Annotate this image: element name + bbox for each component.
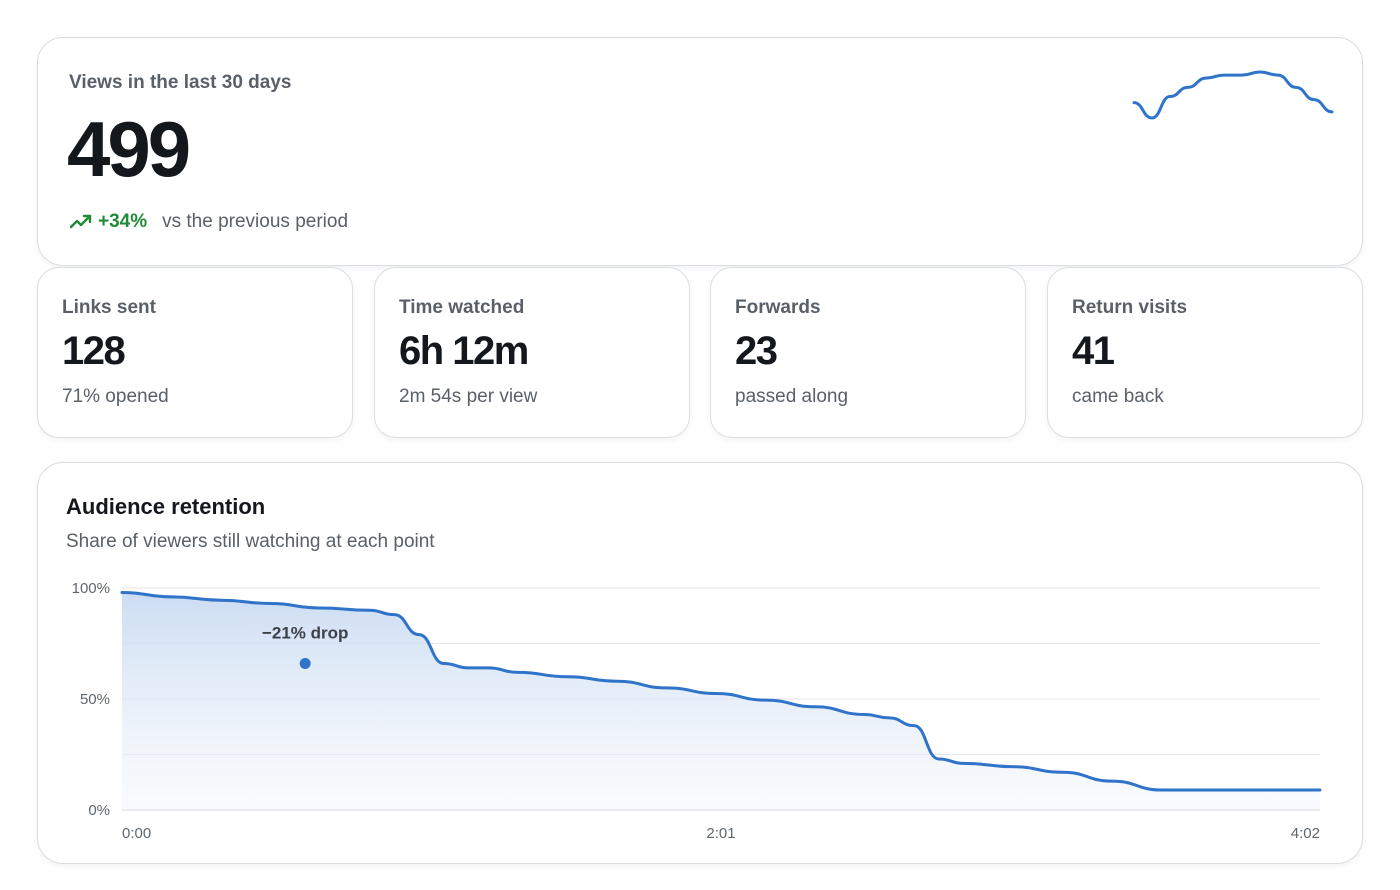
- views-label: Views in the last 30 days: [69, 72, 292, 93]
- sparkline-line: [1132, 70, 1334, 120]
- views-change-text: vs the previous period: [162, 211, 349, 232]
- views-trend: +34% vs the previous period: [69, 210, 348, 234]
- stat-subtext: came back: [1072, 386, 1164, 407]
- stat-label: Return visits: [1072, 297, 1188, 318]
- y-tick-label: 50%: [80, 691, 110, 708]
- y-tick-label: 0%: [88, 802, 110, 819]
- views-total: 499: [67, 105, 191, 193]
- views-card: Views in the last 30 days 499 +34% vs th…: [37, 37, 1363, 266]
- stat-label: Time watched: [399, 297, 525, 318]
- stat-label: Links sent: [62, 297, 156, 318]
- stat-card-forwards: Forwards 23 passed along: [710, 267, 1026, 438]
- stat-card-links-sent: Links sent 128 71% opened: [37, 267, 353, 438]
- retention-area: [122, 592, 1320, 810]
- x-tick-label: 0:00: [122, 825, 151, 842]
- x-tick-label: 4:02: [1291, 825, 1320, 842]
- views-change: +34%: [98, 211, 148, 232]
- stat-value: 41: [1072, 329, 1115, 373]
- stat-value: 128: [62, 329, 126, 373]
- stat-label: Forwards: [735, 297, 821, 318]
- retention-line: [120, 590, 1322, 792]
- stat-subtext: 2m 54s per view: [399, 386, 538, 407]
- drop-marker: [299, 657, 311, 669]
- stat-subtext: passed along: [735, 386, 849, 407]
- stat-card-return-visits: Return visits 41 came back: [1047, 267, 1363, 438]
- stat-subtext: 71% opened: [62, 386, 169, 407]
- stat-card-time-watched: Time watched 6h 12m 2m 54s per view: [374, 267, 690, 438]
- retention-subtitle: Share of viewers still watching at each …: [66, 531, 435, 552]
- trending-up-icon: [69, 214, 92, 229]
- drop-label: −21% drop: [262, 623, 348, 642]
- y-tick-label: 100%: [72, 580, 110, 597]
- x-tick-label: 2:01: [706, 825, 735, 842]
- retention-title: Audience retention: [66, 494, 266, 519]
- views-sparkline: [1132, 70, 1334, 120]
- retention-chart: 0% 50% 100% 0:00 2:01 4:02 −21% drop: [72, 580, 1322, 842]
- stat-value: 23: [735, 329, 778, 373]
- stat-value: 6h 12m: [399, 329, 529, 373]
- audience-retention-card: Audience retention Share of viewers stil…: [37, 462, 1363, 864]
